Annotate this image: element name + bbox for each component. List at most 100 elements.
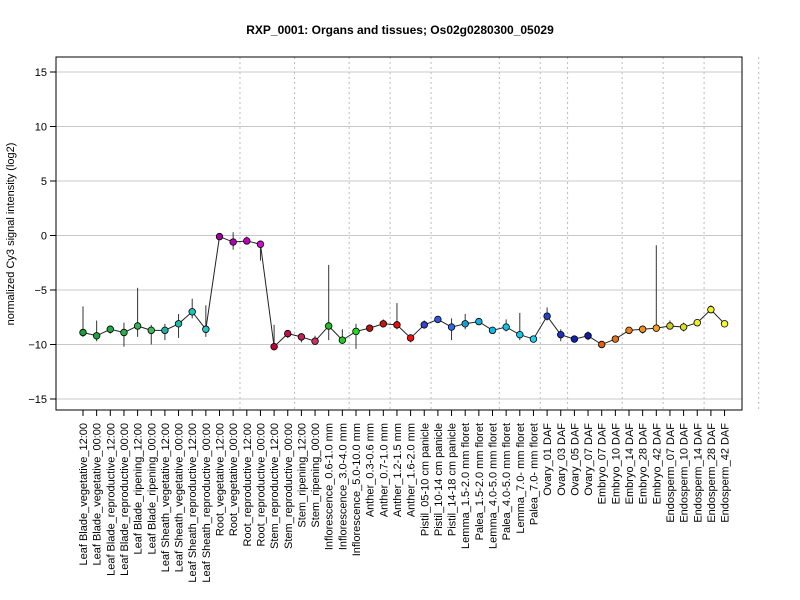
x-tick-label: Stem_reproductive_12:00 bbox=[269, 423, 281, 549]
data-point bbox=[106, 325, 114, 333]
x-tick-label: Root_reproductive_12:00 bbox=[242, 423, 254, 547]
x-tick-label: Embryo_28 DAF bbox=[638, 423, 650, 505]
x-tick-label: Endosperm_10 DAF bbox=[679, 423, 691, 523]
x-tick-label: Pistil_05-10 cm panicle bbox=[419, 423, 431, 536]
data-point bbox=[502, 323, 510, 331]
x-tick-label: Anther_0.7-1.0 mm bbox=[378, 423, 390, 517]
x-tick-label: Anther_0.3-0.6 mm bbox=[365, 423, 377, 517]
data-point bbox=[393, 321, 401, 329]
x-tick-label: Leaf Blade_ripening_00:00 bbox=[146, 423, 158, 555]
data-point bbox=[598, 340, 606, 349]
data-point bbox=[92, 332, 101, 340]
y-tick-label: −5 bbox=[34, 285, 47, 297]
data-point bbox=[516, 330, 524, 339]
x-tick-label: Root_vegetative_12:00 bbox=[215, 423, 227, 536]
data-point bbox=[161, 326, 169, 335]
x-tick-label: Leaf Sheath_vegetative_00:00 bbox=[174, 423, 186, 572]
x-tick-label: Lemma_4.0-5.0 mm floret bbox=[488, 423, 500, 549]
y-tick-label: 0 bbox=[41, 231, 47, 243]
x-tick-label: Palea_7.0- mm floret bbox=[528, 423, 540, 525]
data-point bbox=[652, 324, 660, 332]
y-axis: −15 −10 −5 0 5 10 15 bbox=[28, 67, 56, 406]
data-point bbox=[557, 330, 565, 339]
data-point bbox=[720, 320, 729, 328]
x-tick-label: Leaf Blade_vegetative_00:00 bbox=[92, 423, 104, 566]
data-point bbox=[475, 317, 483, 326]
data-point bbox=[365, 324, 374, 332]
data-point bbox=[379, 320, 387, 328]
x-tick-label: Leaf Sheath_reproductive_12:00 bbox=[187, 423, 199, 583]
x-tick-label: Leaf Blade_ripening_12:00 bbox=[133, 423, 145, 555]
data-point bbox=[420, 321, 428, 329]
x-tick-label: Endosperm_28 DAF bbox=[706, 423, 718, 523]
data-point bbox=[584, 332, 592, 340]
data-point bbox=[666, 322, 674, 330]
x-tick-label: Embryo_14 DAF bbox=[624, 423, 636, 505]
data-point bbox=[79, 328, 87, 337]
data-point bbox=[133, 322, 142, 330]
data-point bbox=[679, 323, 688, 331]
data-point bbox=[461, 320, 469, 328]
data-point bbox=[325, 322, 333, 330]
x-tick-label: Ovary_01 DAF bbox=[542, 423, 554, 496]
x-tick-label: Lemma_1.5-2.0 mm floret bbox=[460, 423, 472, 549]
x-tick-label: Lemma_7.0- mm floret bbox=[515, 423, 527, 534]
data-point bbox=[215, 232, 224, 241]
x-tick-label: Leaf Blade_reproductive_00:00 bbox=[119, 423, 131, 576]
x-tick-label: Inflorescence_5.0-10.0 mm bbox=[351, 423, 363, 556]
group-separators bbox=[239, 57, 760, 410]
grid bbox=[56, 71, 742, 400]
data-point bbox=[243, 237, 251, 245]
data-point bbox=[174, 320, 183, 328]
x-tick-label: Leaf Sheath_reproductive_00:00 bbox=[201, 423, 213, 583]
x-tick-label: Ovary_07 DAF bbox=[583, 423, 595, 496]
x-tick-label: Embryo_10 DAF bbox=[610, 423, 622, 505]
x-tick-label: Stem_ripening_00:00 bbox=[310, 423, 322, 528]
data-point bbox=[693, 319, 701, 327]
data-point bbox=[434, 315, 442, 324]
data-point bbox=[202, 325, 210, 333]
data-point bbox=[529, 335, 538, 343]
data-point bbox=[338, 336, 347, 344]
data-point bbox=[147, 326, 155, 335]
x-tick-label: Stem_reproductive_00:00 bbox=[283, 423, 295, 549]
y-tick-label: −15 bbox=[28, 394, 47, 406]
x-tick-label: Embryo_07 DAF bbox=[597, 423, 609, 505]
data-point bbox=[611, 335, 620, 343]
plot-frame bbox=[55, 56, 743, 411]
data-point bbox=[120, 328, 128, 337]
data-point bbox=[488, 326, 497, 335]
x-tick-label: Pistil_14-18 cm panicle bbox=[447, 423, 459, 536]
y-tick-label: 15 bbox=[35, 67, 47, 79]
data-point bbox=[311, 337, 319, 345]
x-axis: Leaf Blade_vegetative_12:00 Leaf Blade_ve… bbox=[78, 410, 732, 583]
y-tick-label: 10 bbox=[35, 122, 47, 134]
x-tick-label: Anther_1.6-2.0 mm bbox=[406, 423, 418, 517]
data-point bbox=[625, 326, 633, 335]
x-tick-label: Anther_1.2-1.5 mm bbox=[392, 423, 404, 517]
data-point bbox=[188, 308, 196, 316]
data-point bbox=[229, 238, 237, 246]
x-tick-label: Leaf Blade_reproductive_12:00 bbox=[105, 423, 117, 576]
x-tick-label: Root_vegetative_00:00 bbox=[228, 423, 240, 536]
chart-title: RXP_0001: Organs and tissues; Os02g02803… bbox=[246, 23, 554, 37]
x-tick-label: Ovary_03 DAF bbox=[556, 423, 568, 496]
data-point bbox=[543, 312, 551, 320]
x-tick-label: Inflorescence_3.0-4.0 mm bbox=[337, 423, 349, 550]
data-point bbox=[284, 329, 292, 338]
x-tick-label: Endosperm_42 DAF bbox=[720, 423, 732, 523]
x-tick-label: Ovary_05 DAF bbox=[569, 423, 581, 496]
x-tick-label: Palea_1.5-2.0 mm floret bbox=[474, 423, 486, 540]
y-tick-label: −10 bbox=[28, 340, 47, 352]
data-point bbox=[256, 240, 265, 248]
x-tick-label: Palea_4.0-5.0 mm floret bbox=[501, 423, 513, 540]
y-tick-label: 5 bbox=[41, 176, 47, 188]
x-tick-label: Endosperm_14 DAF bbox=[692, 423, 704, 523]
x-tick-label: Root_reproductive_00:00 bbox=[255, 423, 267, 547]
data-point bbox=[707, 305, 715, 314]
x-tick-label: Stem_ripening_12:00 bbox=[296, 423, 308, 528]
data-point bbox=[447, 323, 456, 331]
data-point bbox=[270, 342, 278, 351]
x-tick-label: Leaf Blade_vegetative_12:00 bbox=[78, 423, 90, 566]
